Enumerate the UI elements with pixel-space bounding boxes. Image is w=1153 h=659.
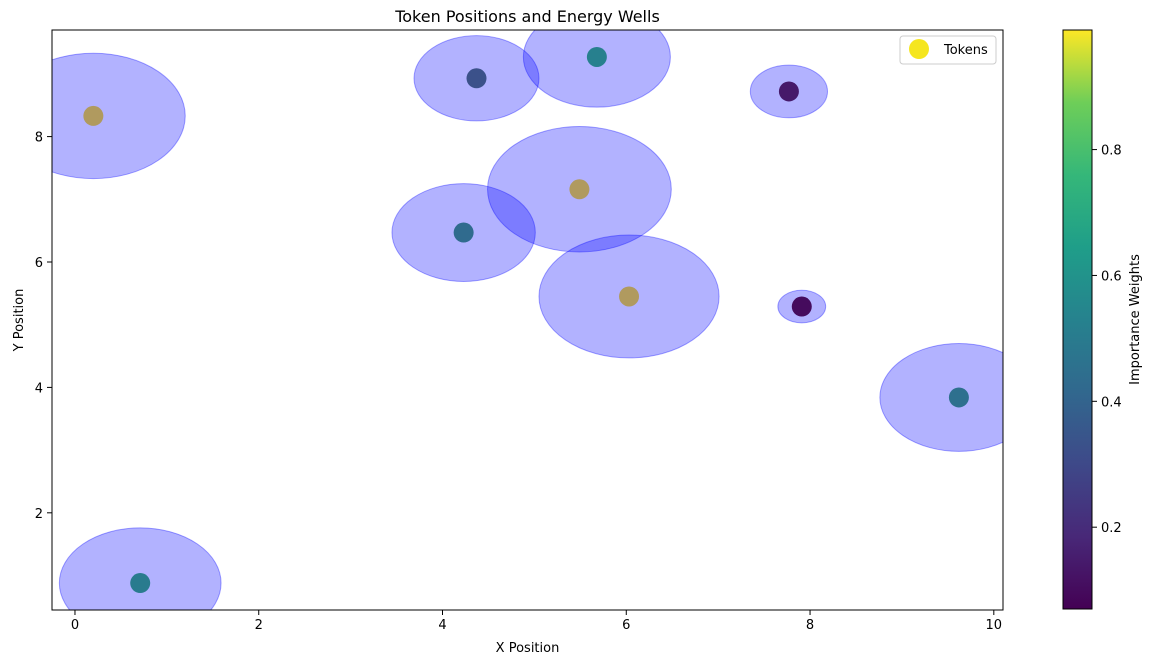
token-point-1 xyxy=(83,105,104,126)
colorbar-ticks: 0.2 0.4 0.6 0.8 xyxy=(1092,144,1122,536)
tokens-layer xyxy=(83,46,969,594)
token-point-6 xyxy=(453,222,474,243)
x-axis: 0 2 4 6 8 10 xyxy=(71,610,1002,633)
y-tick-label: 8 xyxy=(35,131,43,146)
y-axis-label: Y Position xyxy=(12,289,27,353)
y-tick-label: 4 xyxy=(35,381,43,396)
colorbar-tick-label: 0.2 xyxy=(1101,521,1122,536)
legend: Tokens xyxy=(899,35,997,65)
legend-marker-tokens xyxy=(909,39,929,59)
x-tick-label: 2 xyxy=(255,618,263,633)
colorbar-label: Importance Weights xyxy=(1128,254,1143,385)
x-tick-label: 0 xyxy=(71,618,79,633)
chart-title: Token Positions and Energy Wells xyxy=(394,7,660,26)
token-point-3 xyxy=(586,46,607,67)
x-axis-label: X Position xyxy=(496,641,560,656)
energy-well-9 xyxy=(879,343,1003,452)
token-point-7 xyxy=(619,286,640,307)
token-point-10 xyxy=(130,573,151,594)
x-tick-label: 10 xyxy=(986,618,1003,633)
energy-well-3 xyxy=(522,30,671,108)
token-point-9 xyxy=(948,387,969,408)
x-tick-label: 8 xyxy=(806,618,814,633)
token-point-4 xyxy=(778,81,799,102)
x-tick-label: 4 xyxy=(438,618,446,633)
x-tick-label: 6 xyxy=(622,618,630,633)
legend-label-tokens: Tokens xyxy=(943,43,988,58)
y-tick-label: 2 xyxy=(35,507,43,522)
token-point-2 xyxy=(466,68,487,89)
energy-well-10 xyxy=(58,527,222,610)
y-axis: 2 4 6 8 xyxy=(35,131,52,522)
y-tick-label: 6 xyxy=(35,256,43,271)
colorbar-tick-label: 0.6 xyxy=(1101,269,1122,284)
colorbar-tick-label: 0.8 xyxy=(1101,144,1122,159)
colorbar: 0.2 0.4 0.6 0.8 Importance Weights xyxy=(1062,29,1143,610)
energy-well-1 xyxy=(52,52,186,180)
token-point-5 xyxy=(569,179,590,200)
plot-area xyxy=(51,29,1004,611)
colorbar-gradient xyxy=(1062,29,1093,610)
token-point-8 xyxy=(791,296,812,317)
energy-wells-layer xyxy=(52,30,1003,610)
colorbar-tick-label: 0.4 xyxy=(1101,395,1122,410)
